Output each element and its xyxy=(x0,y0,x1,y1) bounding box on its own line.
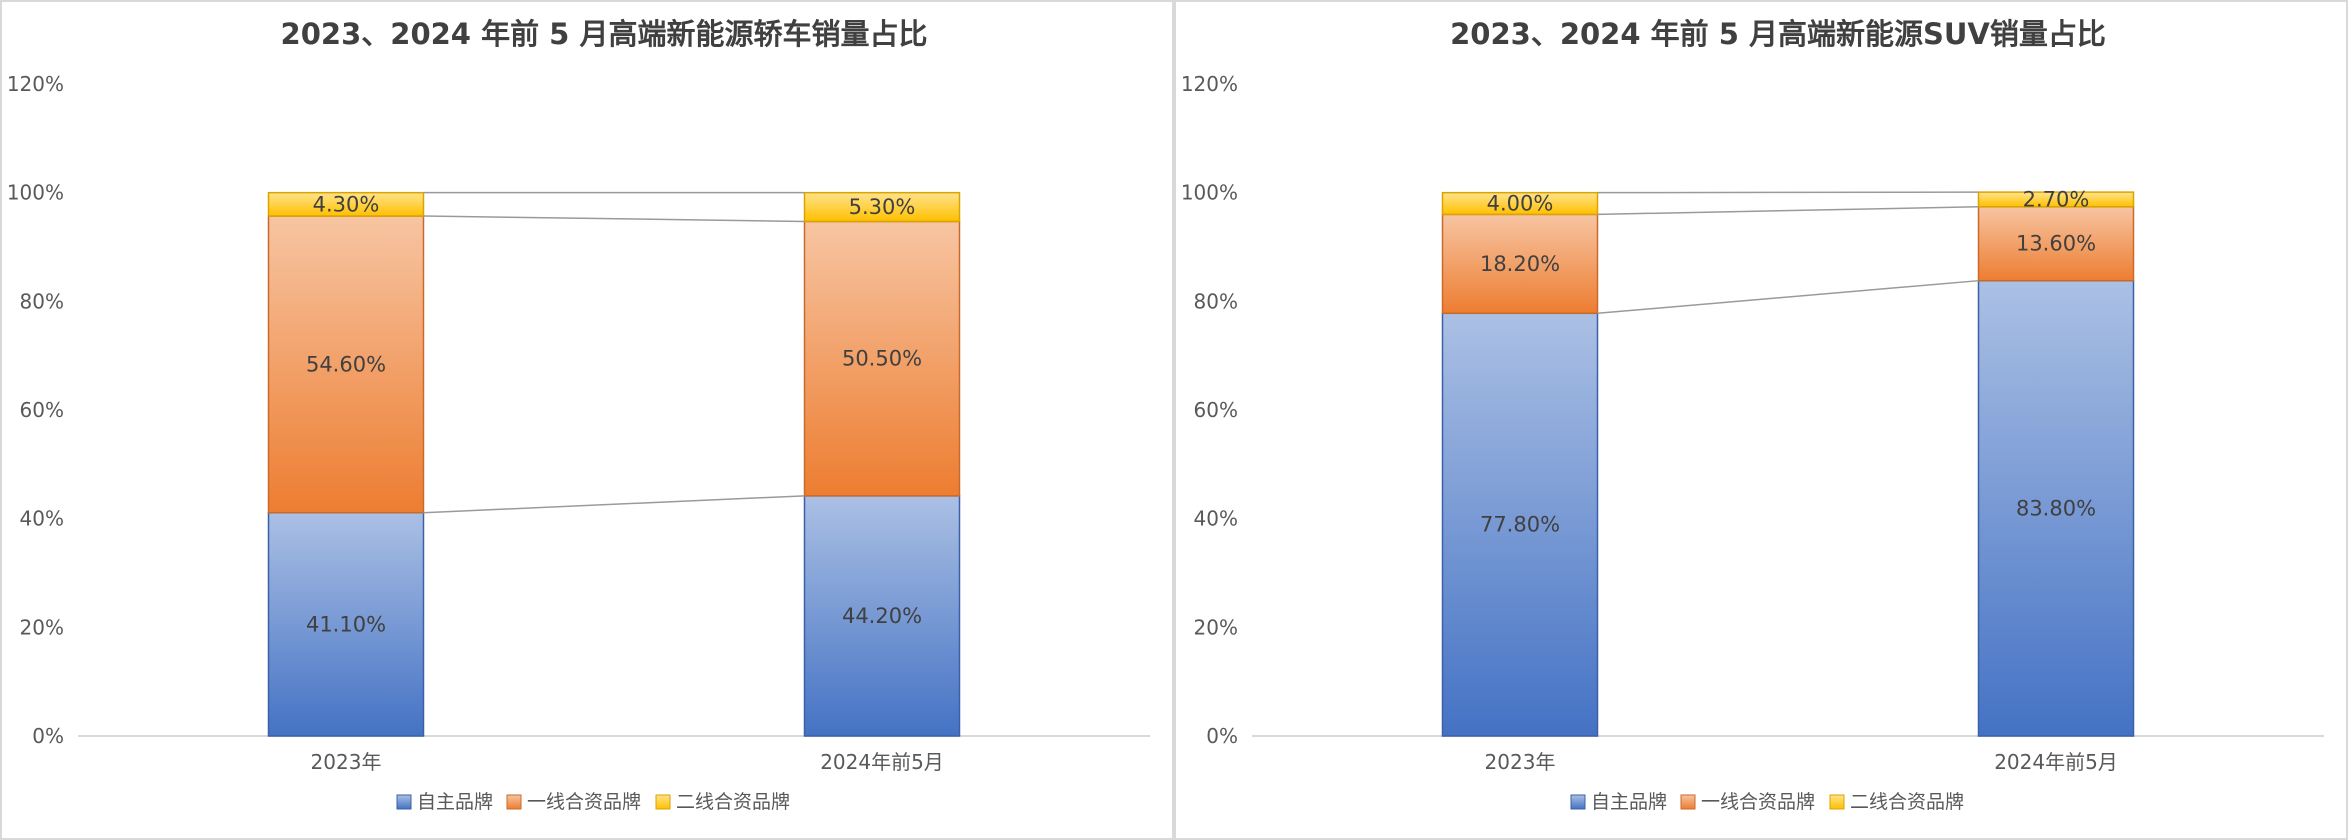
legend-swatch xyxy=(396,794,412,810)
data-label: 13.60% xyxy=(2016,232,2096,256)
y-tick-label: 40% xyxy=(1194,507,1238,531)
bar-segment xyxy=(1441,213,1599,315)
bar-segment xyxy=(267,191,425,217)
legend-swatch xyxy=(1829,794,1845,810)
y-tick-label: 0% xyxy=(32,724,64,748)
chart-title: 2023、2024 年前 5 月高端新能源SUV销量占比 xyxy=(1450,17,2106,51)
bar-segment xyxy=(803,495,961,737)
data-label: 18.20% xyxy=(1480,252,1560,276)
bar-segment xyxy=(1977,206,2135,282)
y-tick-label: 60% xyxy=(20,398,64,422)
series-line xyxy=(1597,279,1979,315)
data-label: 5.30% xyxy=(849,195,916,219)
suv-share-chart: 2023、2024 年前 5 月高端新能源SUV销量占比 0% 20% 40% 60% 8… xyxy=(1181,17,2324,813)
x-category-label: 2024年前5月 xyxy=(820,750,944,774)
y-tick-label: 80% xyxy=(20,289,64,313)
series-line xyxy=(423,495,805,514)
y-tick-label: 20% xyxy=(1194,615,1238,639)
data-label: 4.30% xyxy=(313,192,380,216)
bar-segment xyxy=(803,191,961,223)
y-tick-label: 0% xyxy=(1206,724,1238,748)
legend-label: 二线合资品牌 xyxy=(676,791,790,813)
bar-segment xyxy=(1441,191,1599,216)
y-tick-label: 20% xyxy=(20,615,64,639)
y-tick-label: 60% xyxy=(1194,398,1238,422)
y-tick-label: 100% xyxy=(1181,181,1238,205)
x-category-label: 2023年 xyxy=(1485,750,1556,774)
data-label: 54.60% xyxy=(306,352,386,376)
series-line xyxy=(1597,206,1979,216)
y-tick-label: 100% xyxy=(7,181,64,205)
bar-segment xyxy=(803,220,961,497)
x-category-label: 2024年前5月 xyxy=(1994,750,2118,774)
data-label: 77.80% xyxy=(1480,513,1560,537)
data-label: 41.10% xyxy=(306,612,386,636)
y-tick-label: 120% xyxy=(1181,72,1238,96)
data-label: 4.00% xyxy=(1487,192,1554,216)
data-label: 2.70% xyxy=(2023,187,2090,211)
chart-title: 2023、2024 年前 5 月高端新能源轿车销量占比 xyxy=(281,17,928,51)
bar-segment xyxy=(1441,312,1599,737)
series-line xyxy=(1597,191,1979,194)
data-label: 83.80% xyxy=(2016,496,2096,520)
sedan-share-chart: 2023、2024 年前 5 月高端新能源轿车销量占比 0% 20% 40% 60% 80… xyxy=(7,17,1150,813)
legend-swatch xyxy=(506,794,522,810)
x-category-label: 2023年 xyxy=(311,750,382,774)
y-tick-label: 80% xyxy=(1194,289,1238,313)
bar-segment xyxy=(267,215,425,514)
legend-label: 一线合资品牌 xyxy=(527,791,641,813)
data-label: 44.20% xyxy=(842,604,922,628)
legend-label: 自主品牌 xyxy=(1591,791,1667,813)
bar-segment xyxy=(267,511,425,737)
legend-swatch xyxy=(1680,794,1696,810)
legend-swatch xyxy=(1570,794,1586,810)
y-tick-label: 120% xyxy=(7,72,64,96)
legend-label: 一线合资品牌 xyxy=(1701,791,1815,813)
data-label: 50.50% xyxy=(842,347,922,371)
y-tick-label: 40% xyxy=(20,507,64,531)
legend-label: 二线合资品牌 xyxy=(1850,791,1964,813)
bar-segment xyxy=(1977,279,2135,737)
suv-chart-panel: 2023、2024 年前 5 月高端新能源SUV销量占比 0% 20% 40% 60% 8… xyxy=(1174,0,2348,840)
bar-segment xyxy=(1977,191,2135,208)
series-line xyxy=(423,215,805,223)
legend-swatch xyxy=(655,794,671,810)
sedan-chart-panel: 2023、2024 年前 5 月高端新能源轿车销量占比 0% 20% 40% 60% 80… xyxy=(0,0,1174,840)
legend-label: 自主品牌 xyxy=(417,791,493,813)
